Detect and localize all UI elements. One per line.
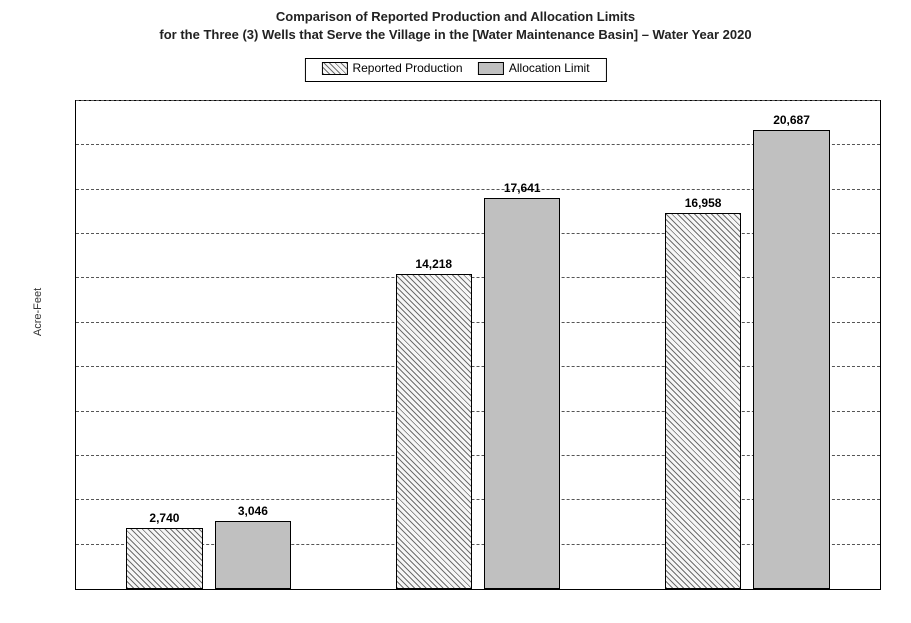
bar-reported-2: 16,958: [665, 213, 741, 589]
y-axis-label: Acre-Feet: [32, 287, 44, 335]
title-line-1: Comparison of Reported Production and Al…: [0, 8, 911, 26]
legend-item-allocation: Allocation Limit: [478, 61, 590, 75]
bar-value-label: 3,046: [216, 504, 290, 518]
chart-root: Comparison of Reported Production and Al…: [0, 0, 911, 623]
legend-swatch-reported: [321, 62, 347, 75]
bar-allocation-2: 20,687: [753, 130, 829, 589]
legend-swatch-allocation: [478, 62, 504, 75]
bar-reported-0: 2,740: [126, 528, 202, 589]
legend-label-reported: Reported Production: [352, 61, 462, 75]
bar-allocation-0: 3,046: [215, 521, 291, 589]
bar-value-label: 17,641: [485, 181, 559, 195]
legend-label-allocation: Allocation Limit: [509, 61, 590, 75]
legend: Reported Production Allocation Limit: [304, 58, 606, 82]
legend-item-reported: Reported Production: [321, 61, 462, 75]
bar-value-label: 20,687: [754, 113, 828, 127]
gridline: [76, 100, 880, 101]
plot-area: 2,7403,04614,21817,64116,95820,687: [75, 100, 881, 590]
bar-allocation-1: 17,641: [484, 198, 560, 589]
bar-value-label: 2,740: [127, 511, 201, 525]
bar-value-label: 16,958: [666, 196, 740, 210]
bar-reported-1: 14,218: [396, 274, 472, 589]
bar-value-label: 14,218: [397, 257, 471, 271]
title-line-2: for the Three (3) Wells that Serve the V…: [0, 26, 911, 44]
chart-title: Comparison of Reported Production and Al…: [0, 8, 911, 43]
